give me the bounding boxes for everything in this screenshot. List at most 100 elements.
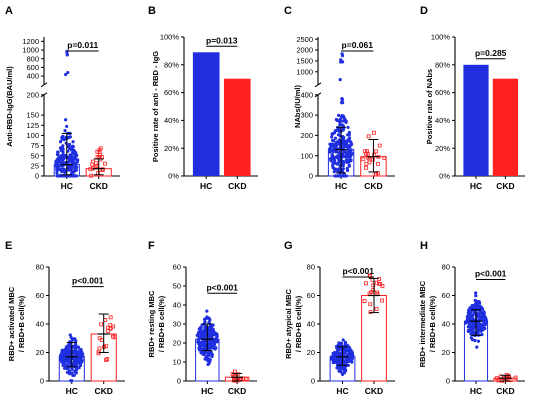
y-axis-label: / RBD+B cell(%)	[294, 295, 303, 352]
data-point	[473, 302, 478, 306]
data-point	[331, 166, 335, 170]
data-point	[331, 139, 336, 143]
data-point	[474, 294, 478, 298]
data-point	[342, 127, 346, 131]
data-point	[210, 354, 214, 359]
data-point	[371, 283, 376, 288]
data-point	[64, 141, 68, 145]
y-tick-label: 60%	[164, 88, 179, 97]
data-point	[342, 135, 346, 140]
data-point	[365, 149, 369, 154]
data-point	[230, 372, 235, 376]
data-point	[375, 290, 379, 295]
data-point	[346, 358, 350, 363]
y-axis-label: RBD+ intermediate MBC	[418, 280, 427, 367]
data-point	[58, 140, 63, 144]
y-tick-label: 40%	[164, 116, 179, 125]
data-point	[71, 140, 75, 144]
p-value: p=0.061	[342, 40, 374, 50]
data-point	[67, 372, 72, 376]
x-tick-label: HC	[335, 181, 347, 191]
p-value: p<0.001	[343, 266, 375, 276]
data-point	[329, 145, 333, 149]
data-point	[61, 360, 65, 364]
data-point	[349, 140, 353, 144]
data-point	[60, 350, 64, 354]
y-tick-label: 40	[307, 320, 315, 329]
data-point	[335, 140, 340, 144]
data-point	[329, 142, 334, 146]
data-point	[215, 338, 219, 343]
y-tick-label: 25	[31, 161, 39, 170]
data-point	[478, 325, 482, 329]
data-point	[345, 158, 349, 162]
data-point	[495, 376, 499, 381]
data-point	[55, 171, 59, 175]
y-tick-label: 1500	[296, 57, 313, 66]
data-point	[68, 333, 72, 337]
data-point	[466, 329, 471, 333]
data-point	[70, 367, 74, 372]
data-point	[64, 118, 68, 122]
data-point	[65, 366, 70, 370]
data-point	[368, 274, 373, 279]
data-point	[72, 345, 76, 349]
data-point	[215, 334, 219, 338]
data-point	[60, 161, 65, 165]
axis-break-mark	[40, 82, 48, 88]
data-point	[334, 168, 338, 172]
p-value: p=0.013	[206, 35, 238, 45]
data-point	[365, 151, 370, 156]
data-point	[204, 356, 208, 360]
y-tick-label: 200	[26, 90, 39, 99]
x-tick-label: HC	[336, 386, 348, 396]
y-tick-label: 80%	[164, 60, 179, 69]
y-tick-label: 100%	[431, 33, 451, 42]
data-point	[364, 165, 368, 170]
data-point	[67, 167, 72, 172]
data-point	[63, 170, 67, 174]
data-point	[337, 151, 341, 155]
y-tick-label: 400	[26, 72, 39, 81]
bar	[463, 64, 489, 176]
data-point	[340, 372, 345, 377]
y-tick-label: 1200	[22, 37, 39, 46]
y-axis-label: / RBD+B cell(%)	[157, 295, 166, 352]
x-tick-label: HC	[66, 386, 78, 396]
data-point	[341, 163, 345, 168]
data-point	[65, 53, 69, 57]
y-tick-label: 2500	[296, 35, 313, 44]
data-point	[367, 157, 372, 162]
data-point	[70, 155, 75, 159]
data-point	[74, 164, 78, 168]
y-tick-label: 100	[26, 131, 39, 140]
y-tick-label: 20%	[435, 144, 450, 153]
data-point	[202, 331, 206, 335]
data-point	[70, 144, 75, 148]
data-point	[513, 375, 518, 380]
data-point	[328, 150, 332, 154]
data-point	[241, 376, 246, 381]
y-tick-label: 50	[31, 151, 39, 160]
data-point	[70, 159, 75, 163]
data-point	[81, 354, 85, 359]
x-tick-label: CKD	[95, 386, 113, 396]
data-point	[481, 327, 485, 332]
data-point	[340, 53, 345, 58]
data-point	[203, 325, 207, 330]
data-point	[99, 322, 104, 327]
data-point	[93, 164, 98, 169]
data-point	[343, 340, 348, 344]
data-point	[468, 308, 472, 312]
data-point	[54, 159, 58, 164]
y-tick-label: 40	[36, 320, 44, 329]
y-tick-label: 60	[442, 291, 450, 300]
panel-label: F	[148, 240, 155, 252]
y-tick-label: 800	[26, 54, 39, 63]
data-point	[208, 333, 212, 337]
data-point	[376, 161, 380, 166]
data-point	[330, 153, 334, 157]
y-tick-label: 100%	[160, 33, 180, 42]
data-point	[346, 168, 350, 173]
data-point	[334, 150, 338, 154]
